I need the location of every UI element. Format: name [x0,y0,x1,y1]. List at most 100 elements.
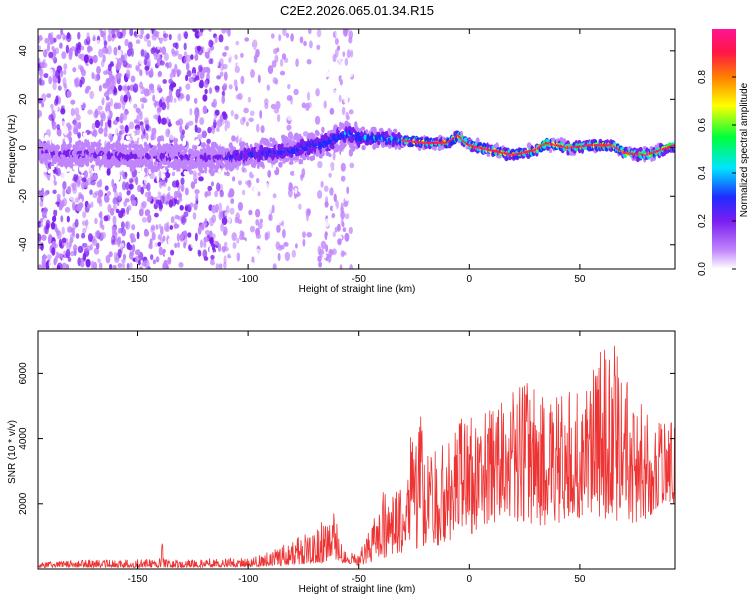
spectrogram-cell [177,33,182,42]
spectrogram-cell [94,217,98,225]
spectrogram-cell [214,109,220,116]
spectrogram-cell [313,201,316,211]
spectrogram-cell [322,146,326,153]
spectrogram-cell [324,201,329,208]
spectrogram-cell [51,247,56,256]
spectrogram-cell [118,191,122,200]
spectrogram-cell [101,88,106,94]
spectrogram-cell [257,74,261,84]
spectrogram-cell [219,189,224,198]
spectrogram-cell [130,75,136,83]
spectrogram-cell [41,114,46,123]
spectrogram-cell [222,83,228,89]
spectrogram-cell [302,131,309,137]
spectrogram-cell [86,245,92,252]
spectrogram-cell [143,230,150,237]
spectrogram-cell [165,128,171,138]
spectrogram-cell [249,110,255,117]
spectrogram-cell [63,38,68,45]
spectrogram-cell [150,254,154,260]
spectrogram-cell [168,108,173,118]
spectrogram-cell [77,121,82,130]
spectrogram-cell [349,162,355,169]
spectrogram-cell [302,238,306,247]
spectrogram-cell [41,261,46,269]
spectrogram-cell [131,224,136,231]
spectrogram-cell [348,226,353,234]
spectrogram-cell [96,180,101,188]
spectrogram-cell [174,242,178,249]
spectrogram-cell [208,29,212,32]
spectrogram-cell [94,119,101,129]
spectrogram-cell [361,145,366,151]
spectrogram-cell [216,119,223,128]
spectrogram-cell [292,77,297,83]
spectrogram-cell [192,212,197,220]
spectrogram-cell [39,53,44,58]
spectrogram-cell [128,143,132,150]
spectrogram-cell [87,203,92,209]
spectrogram-cell [316,29,322,38]
spectrogram-cell [282,112,287,121]
spectrogram-cell [195,138,200,146]
spectrogram-cell [348,109,354,115]
spectrogram-cell [105,104,111,114]
spectrogram-cell [236,252,241,262]
spectrogram-cell [112,120,118,125]
spectrogram-cell [360,126,366,131]
spectrogram-cell [241,189,246,196]
spectrogram-cell [330,145,335,150]
spectrogram-cell [131,131,135,138]
spectrogram-cell [254,101,260,107]
spectrogram-cell [48,51,54,59]
spectrogram-cell [143,58,148,66]
spectrogram-cell [41,101,45,108]
spectrogram-cell [38,174,42,183]
spectrogram-cell [121,258,126,264]
spectrogram-cell [348,205,353,214]
spectrogram-cell [126,190,131,196]
spectrogram-cell [49,175,55,183]
spectrogram-cell [249,246,253,253]
spectrogram-cell [317,255,322,263]
spectrogram-cell [146,197,152,202]
spectrogram-cell [120,129,125,134]
spectrogram-cell [315,226,320,236]
spectrogram-cell [274,78,279,85]
spectrogram-cell [87,45,91,54]
spectrogram-cell [228,84,233,90]
spectrogram-cell [171,48,175,55]
spectrogram-cell [324,49,330,57]
spectrogram-cell [117,84,123,92]
spectrogram-cell [231,135,236,142]
spectrogram-cell [346,115,350,121]
spectrogram-x-tick-label: -100 [238,274,258,285]
spectrogram-cell [286,124,292,131]
spectrogram-cell [234,54,238,60]
spectrogram-cell [207,126,212,134]
spectrogram-cell [179,205,184,211]
spectrogram-cell [291,249,296,258]
spectrogram-cell [306,155,310,161]
spectrogram-cell [235,85,238,92]
spectrogram-cell [317,245,322,255]
spectrogram-cell [344,120,349,128]
spectrogram-cell [250,69,255,78]
spectrogram-cell [215,58,219,68]
spectrogram-cell [120,69,125,75]
spectrogram-cell [226,120,230,129]
spectrogram-cell [311,230,315,236]
snr-x-tick-label: -100 [238,574,258,585]
spectrogram-cell [84,88,90,94]
spectrogram-cell [211,214,217,223]
spectrogram-cell [66,186,72,194]
spectrogram-cell [227,222,231,230]
spectrogram-cell [144,65,150,71]
spectrogram-cell [185,54,191,63]
spectrogram-cell [351,144,356,152]
spectrogram-cell [279,117,283,123]
spectrogram-cell [48,76,53,85]
spectrogram-cell [325,244,329,253]
spectrogram-cell [152,239,157,249]
spectrogram-cell [183,56,187,64]
